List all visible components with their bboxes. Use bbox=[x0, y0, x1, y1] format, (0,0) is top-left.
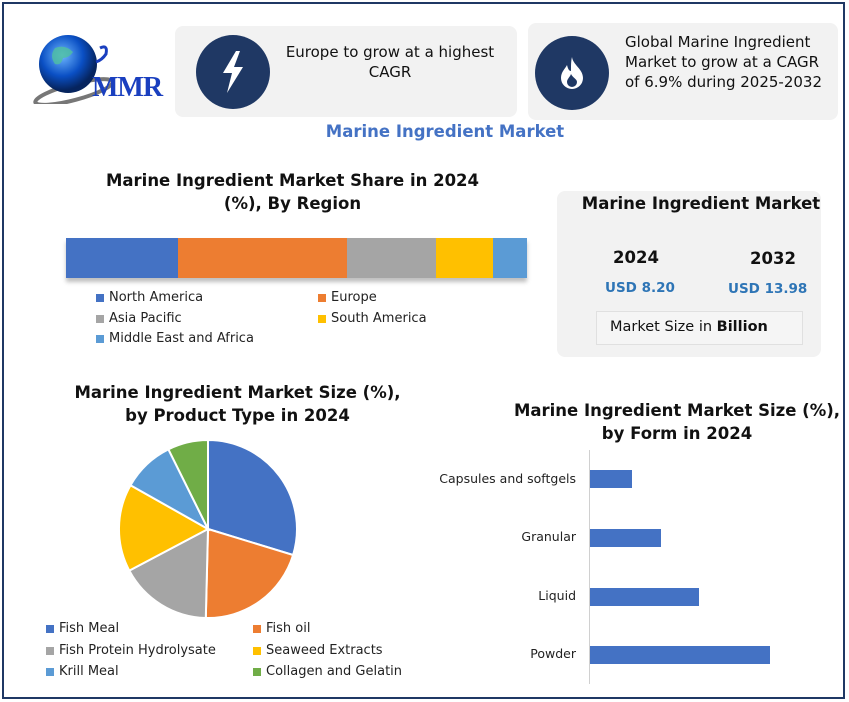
market-box-title: Marine Ingredient Market bbox=[581, 194, 821, 213]
flame-icon bbox=[561, 57, 583, 89]
product-chart-title: Marine Ingredient Market Size (%), by Pr… bbox=[74, 383, 401, 425]
slice-seaweed-extracts bbox=[117, 483, 211, 572]
legend-item: Europe bbox=[318, 290, 377, 305]
legend-item: Asia Pacific bbox=[96, 311, 182, 326]
region-stacked-bar bbox=[66, 238, 527, 278]
logo-text: MMR bbox=[92, 72, 163, 103]
highlight-text: Europe to grow at a highest CAGR bbox=[285, 43, 495, 81]
legend-item: Fish oil bbox=[253, 621, 310, 636]
bar-granular bbox=[590, 529, 661, 547]
value-2024: USD 8.20 bbox=[605, 280, 675, 296]
page-title: Marine Ingredient Market bbox=[325, 122, 565, 141]
slice-collagen-gelatin bbox=[167, 438, 209, 530]
form-chart-title: Marine Ingredient Market Size (%), by Fo… bbox=[513, 401, 841, 443]
segment-asia-pacific bbox=[347, 238, 436, 278]
segment-south-america bbox=[436, 238, 493, 278]
segment-north-america bbox=[66, 238, 178, 278]
legend-item: Seaweed Extracts bbox=[253, 643, 383, 658]
lightning-icon bbox=[223, 51, 243, 93]
value-2032: USD 13.98 bbox=[728, 281, 808, 297]
legend-item: Middle East and Africa bbox=[96, 331, 254, 346]
bar-label: Granular bbox=[521, 529, 576, 544]
product-pie-chart bbox=[117, 438, 298, 620]
bar-label: Liquid bbox=[538, 588, 576, 603]
slice-fish-oil bbox=[204, 527, 295, 620]
legend-item: Fish Meal bbox=[46, 621, 119, 636]
legend-item: North America bbox=[96, 290, 203, 305]
market-size-note: Market Size in Billion bbox=[596, 311, 803, 345]
highlight-card-cagr: Global Marine Ingredient Market to grow … bbox=[528, 23, 838, 120]
legend-item: Collagen and Gelatin bbox=[253, 664, 402, 679]
bar-label: Capsules and softgels bbox=[439, 471, 576, 486]
lightning-icon-badge bbox=[196, 35, 270, 109]
year-2024: 2024 bbox=[613, 248, 659, 267]
segment-europe bbox=[178, 238, 347, 278]
form-chart-axis bbox=[589, 450, 590, 684]
flame-icon-badge bbox=[535, 36, 609, 110]
region-chart-title: Marine Ingredient Market Share in 2024 (… bbox=[105, 171, 480, 213]
legend-item: Krill Meal bbox=[46, 664, 119, 679]
legend-item: Fish Protein Hydrolysate bbox=[46, 643, 216, 658]
highlight-card-europe: Europe to grow at a highest CAGR bbox=[175, 26, 517, 117]
market-size-box: Marine Ingredient Market 2024 USD 8.20 2… bbox=[557, 191, 821, 357]
legend-item: South America bbox=[318, 311, 427, 326]
bar-liquid bbox=[590, 588, 699, 606]
highlight-text: Global Marine Ingredient Market to grow … bbox=[625, 33, 823, 91]
bar-capsules-softgels bbox=[590, 470, 632, 488]
bar-label: Powder bbox=[530, 646, 576, 661]
slice-fish-protein-hydrolysate bbox=[127, 527, 210, 620]
year-2032: 2032 bbox=[750, 249, 796, 268]
bar-powder bbox=[590, 646, 770, 664]
globe-icon bbox=[33, 35, 115, 107]
logo: MMR bbox=[30, 34, 163, 107]
segment-mea bbox=[493, 238, 527, 278]
slice-fish-meal bbox=[207, 438, 298, 557]
